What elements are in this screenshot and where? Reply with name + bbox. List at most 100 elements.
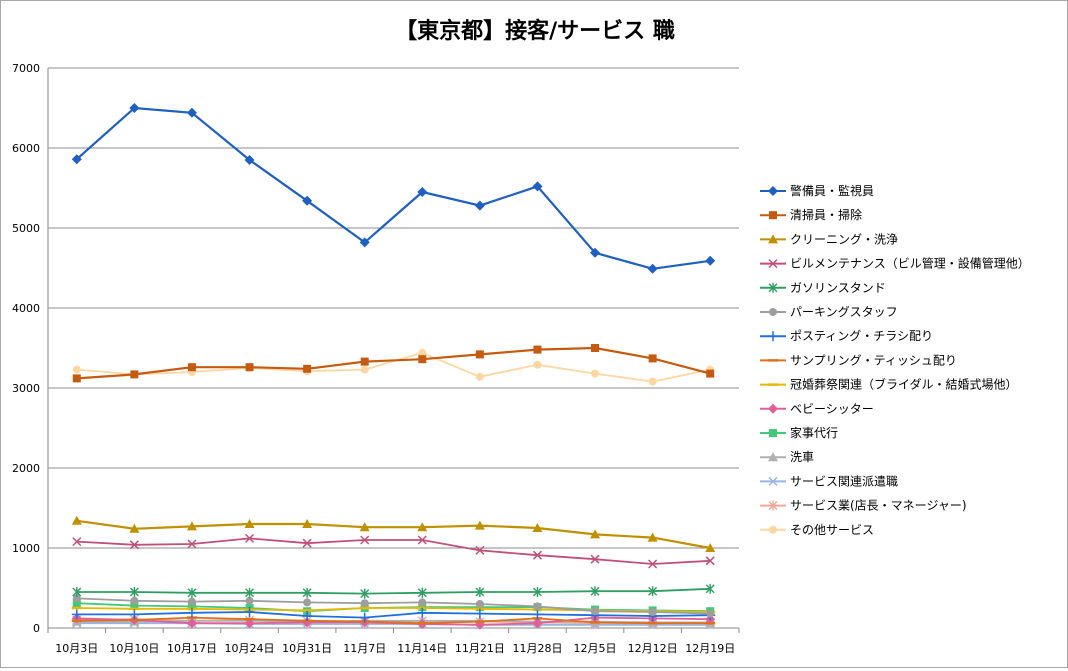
plot-series	[71, 103, 716, 630]
data-point	[590, 529, 601, 539]
legend-label: ポスティング・チラシ配り	[790, 329, 933, 343]
x-tick-label: 10月10日	[109, 642, 159, 655]
data-point	[359, 522, 370, 532]
data-point	[591, 344, 600, 352]
legend-item: 冠婚葬祭関連（ブライダル・結婚式場他）	[760, 377, 1018, 392]
data-point	[71, 609, 82, 620]
data-point	[129, 540, 139, 550]
legend-item: ポスティング・チラシ配り	[760, 329, 933, 343]
data-point	[705, 255, 716, 266]
legend-marker	[768, 403, 778, 414]
legend-item: 清掃員・掃除	[760, 207, 862, 222]
series-line	[76, 616, 711, 625]
legend-item: ビルメンテナンス（ビル管理・設備管理他）	[760, 256, 1030, 271]
data-point	[474, 520, 485, 530]
series-15	[72, 348, 715, 386]
series-6	[72, 594, 715, 618]
data-point	[532, 587, 542, 597]
legend-item: 家事代行	[760, 425, 838, 440]
marker-stroke	[129, 540, 139, 550]
x-tick-label: 10月3日	[55, 642, 98, 655]
y-tick-label: 2000	[12, 462, 40, 475]
marker-stroke	[768, 259, 778, 269]
data-point	[532, 181, 543, 192]
legend-item: ベビーシッター	[760, 402, 874, 416]
gridlines	[48, 67, 739, 629]
data-point	[591, 369, 600, 378]
marker-stroke	[72, 537, 82, 547]
legend-marker	[769, 429, 777, 437]
data-point	[532, 618, 543, 629]
data-point	[245, 363, 254, 372]
marker-stroke	[648, 559, 658, 569]
data-point	[474, 200, 485, 211]
legend-marker	[769, 525, 777, 534]
legend: 警備員・監視員清掃員・掃除クリーニング・洗浄ビルメンテナンス（ビル管理・設備管理…	[760, 183, 1030, 537]
marker-stroke	[302, 538, 312, 548]
data-point	[244, 618, 255, 629]
y-tick-label: 6000	[12, 142, 40, 155]
marker-stroke	[705, 556, 715, 566]
data-point	[647, 263, 658, 274]
x-tick-label: 10月31日	[282, 642, 332, 655]
data-point	[360, 365, 369, 374]
data-point	[475, 600, 484, 608]
legend-label: パーキングスタッフ	[790, 305, 898, 319]
data-point	[72, 374, 81, 383]
data-point	[705, 556, 715, 566]
legend-label: 冠婚葬祭関連（ブライダル・結婚式場他）	[790, 377, 1018, 392]
legend-item: サービス関連派遣職	[760, 473, 898, 488]
x-tick-label: 11月14日	[397, 642, 447, 655]
legend-label: ベビーシッター	[790, 402, 874, 416]
y-tick-label: 7000	[12, 62, 40, 75]
data-point	[648, 354, 657, 363]
data-point	[129, 609, 140, 620]
series-line	[76, 597, 711, 615]
series-line	[76, 519, 711, 550]
data-point	[705, 543, 716, 552]
x-tick-label: 10月24日	[225, 642, 275, 655]
axes: 0 1000 2000 3000 4000 5000 6000 7000 10月3日 10月10日…	[12, 62, 740, 655]
x-tick-label: 11月21日	[455, 642, 505, 655]
y-tick-label: 4000	[12, 302, 40, 315]
data-point	[590, 554, 600, 564]
data-point	[186, 618, 197, 629]
data-point	[418, 598, 427, 607]
legend-marker	[768, 282, 778, 293]
data-point	[187, 597, 196, 606]
legend-label: 家事代行	[790, 425, 838, 440]
data-point	[186, 107, 197, 118]
series-line	[76, 106, 711, 270]
data-point	[130, 370, 139, 379]
data-point	[72, 537, 82, 547]
legend-item: 警備員・監視員	[760, 183, 874, 198]
x-tick-label: 12月5日	[574, 642, 617, 655]
legend-marker	[768, 259, 778, 269]
x-tick-label: 11月7日	[343, 642, 386, 655]
legend-item: サンプリング・ティッシュ配り	[760, 353, 957, 367]
chart-title: 【東京都】接客/サービス 職	[395, 18, 675, 44]
data-point	[187, 539, 197, 549]
marker-stroke	[417, 535, 427, 545]
data-point	[244, 155, 255, 165]
data-point	[72, 594, 81, 603]
legend-marker	[768, 234, 778, 244]
data-point	[533, 360, 542, 369]
legend-marker	[768, 500, 778, 511]
data-point	[245, 533, 255, 543]
series-3	[71, 515, 716, 552]
series-line	[76, 587, 711, 595]
data-point	[129, 103, 140, 113]
legend-item: ガソリンスタンド	[760, 281, 886, 295]
legend-label: サンプリング・ティッシュ配り	[790, 353, 957, 367]
series-line	[76, 611, 711, 619]
y-tick-label: 1000	[12, 542, 40, 555]
data-point	[72, 587, 82, 597]
legend-marker	[768, 186, 778, 196]
data-point	[591, 607, 600, 616]
marker-stroke	[360, 535, 370, 545]
series-line	[76, 346, 711, 380]
data-point	[647, 532, 658, 542]
